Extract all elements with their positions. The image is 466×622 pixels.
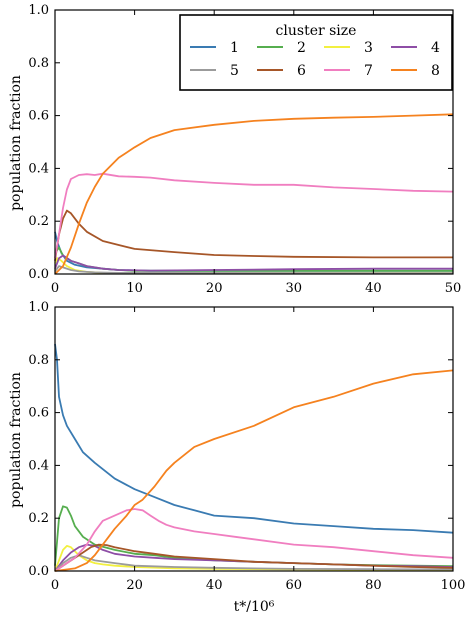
legend-label-3: 3 bbox=[364, 40, 373, 56]
top-series-6-line bbox=[54, 209, 453, 261]
top-series-8-line bbox=[54, 113, 454, 275]
top-series-2-line bbox=[54, 246, 453, 272]
bottom-x-tick-label: 40 bbox=[206, 578, 223, 593]
bottom-series-5-line bbox=[54, 554, 454, 572]
legend-title: cluster size bbox=[276, 23, 357, 39]
top-y-tick-label: 1.0 bbox=[28, 3, 49, 18]
top-series-7-line bbox=[54, 172, 454, 259]
bottom-x-tick-label: 60 bbox=[286, 578, 303, 593]
bottom-x-tick-label: 0 bbox=[51, 578, 59, 593]
top-y-tick-label: 0.6 bbox=[28, 109, 49, 124]
legend-label-4: 4 bbox=[431, 40, 440, 56]
top-y-tick-label: 0.0 bbox=[28, 267, 49, 282]
top-x-tick-label: 30 bbox=[286, 281, 303, 296]
top-x-tick-label: 40 bbox=[365, 281, 382, 296]
top-x-tick-label: 0 bbox=[51, 281, 59, 296]
top-plot-frame bbox=[54, 9, 454, 275]
legend-label-8: 8 bbox=[431, 63, 440, 79]
top-y-axis-label: population fraction bbox=[8, 75, 24, 211]
legend-label-2: 2 bbox=[297, 40, 306, 56]
legend-label-7: 7 bbox=[364, 63, 373, 79]
bottom-x-tick-label: 100 bbox=[441, 578, 466, 593]
top-x-tick-label: 50 bbox=[445, 281, 462, 296]
bottom-y-axis-label: population fraction bbox=[8, 372, 24, 508]
top-x-tick-label: 20 bbox=[206, 281, 223, 296]
bottom-y-tick-label: 0.4 bbox=[28, 458, 49, 473]
bottom-y-tick-label: 0.0 bbox=[28, 564, 49, 579]
x-axis-label: t*/10⁶ bbox=[234, 599, 275, 615]
bottom-y-tick-label: 0.6 bbox=[28, 406, 49, 421]
bottom-x-tick-label: 80 bbox=[365, 578, 382, 593]
top-y-tick-label: 0.2 bbox=[28, 214, 49, 229]
bottom-panel: population fraction 0 20 40 60 80 100 0.0 0.2 0.… bbox=[8, 300, 465, 593]
top-series-group bbox=[54, 113, 454, 275]
bottom-y-tick-label: 0.2 bbox=[28, 511, 49, 526]
bottom-x-tick-label: 20 bbox=[126, 578, 143, 593]
bottom-plot-frame bbox=[54, 306, 454, 572]
bottom-series-1-line bbox=[54, 343, 454, 534]
bottom-series-7-line bbox=[54, 508, 454, 572]
bottom-y-tick-label: 0.8 bbox=[28, 353, 49, 368]
top-series-5-line bbox=[54, 265, 454, 275]
legend-label-5: 5 bbox=[230, 63, 239, 79]
top-y-tick-label: 0.8 bbox=[28, 56, 49, 71]
top-series-1-line bbox=[54, 231, 453, 272]
legend: cluster size 1 2 3 4 5 6 7 8 bbox=[179, 14, 453, 91]
top-panel: population fraction 0 10 20 30 40 50 0.0 0.2 0.4… bbox=[8, 3, 461, 296]
top-y-tick-label: 0.4 bbox=[28, 161, 49, 176]
bottom-series-6-line bbox=[54, 543, 454, 572]
legend-label-6: 6 bbox=[297, 63, 306, 79]
legend-frame bbox=[179, 14, 453, 91]
legend-label-1: 1 bbox=[230, 40, 239, 56]
top-x-tick-label: 10 bbox=[126, 281, 143, 296]
bottom-y-tick-label: 1.0 bbox=[28, 300, 49, 315]
bottom-series-group bbox=[54, 343, 454, 572]
bottom-series-8-line bbox=[54, 369, 454, 572]
